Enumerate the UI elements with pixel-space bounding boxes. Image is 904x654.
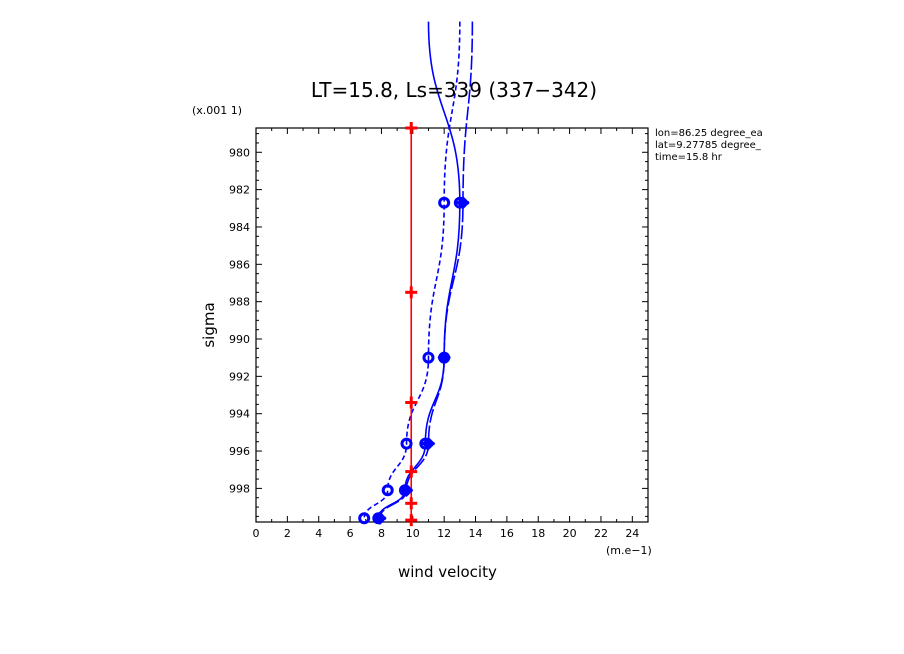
series-line-3 (363, 21, 461, 519)
chart-title: LT=15.8, Ls=339 (337−342) (310, 78, 598, 102)
x-tick-label: 22 (594, 527, 608, 540)
y-tick-label: 996 (229, 445, 250, 458)
x-tick-label: 14 (469, 527, 483, 540)
data-point-circle (438, 196, 451, 209)
annotation-lon: lon=86.25 degree_ea (655, 128, 763, 139)
y-tick-label: 980 (229, 146, 250, 159)
data-point-circle (381, 484, 394, 497)
y-tick-label: 998 (229, 482, 250, 495)
annotation-box: lon=86.25 degree_ea lat=9.27785 degree_ … (655, 128, 780, 164)
annotation-lat: lat=9.27785 degree_ (655, 140, 761, 151)
x-axis-label: wind velocity (398, 563, 497, 581)
x-tick-label: 4 (315, 527, 322, 540)
data-point-circle (358, 512, 371, 525)
annotation-time: time=15.8 hr (655, 152, 722, 163)
y-scale-label: (x.001 1) (192, 104, 243, 117)
x-tick-label: 20 (563, 527, 577, 540)
x-tick-label: 24 (625, 527, 639, 540)
x-tick-label: 8 (378, 527, 385, 540)
y-tick-label: 984 (229, 221, 250, 234)
x-tick-label: 2 (284, 527, 291, 540)
y-tick-label: 986 (229, 258, 250, 271)
y-tick-label: 982 (229, 184, 250, 197)
data-point-circle (400, 437, 413, 450)
plot-frame (255, 127, 649, 523)
y-tick-label: 990 (229, 333, 250, 346)
x-tick-label: 12 (437, 527, 451, 540)
marker-layer (358, 122, 470, 527)
y-axis-label: sigma (200, 302, 218, 348)
tick-layer: 0 2 4 6 8 10 12 14 16 18 20 22 249809829849869889909… (229, 128, 649, 540)
x-tick-label: 18 (531, 527, 545, 540)
x-unit-label: (m.e−1) (606, 544, 652, 557)
y-tick-label: 992 (229, 370, 250, 383)
x-tick-label: 0 (253, 527, 260, 540)
y-tick-label: 994 (229, 408, 250, 421)
data-point-circle (422, 351, 435, 364)
y-tick-label: 988 (229, 296, 250, 309)
x-tick-label: 10 (406, 527, 420, 540)
x-tick-label: 6 (347, 527, 354, 540)
x-tick-label: 16 (500, 527, 514, 540)
